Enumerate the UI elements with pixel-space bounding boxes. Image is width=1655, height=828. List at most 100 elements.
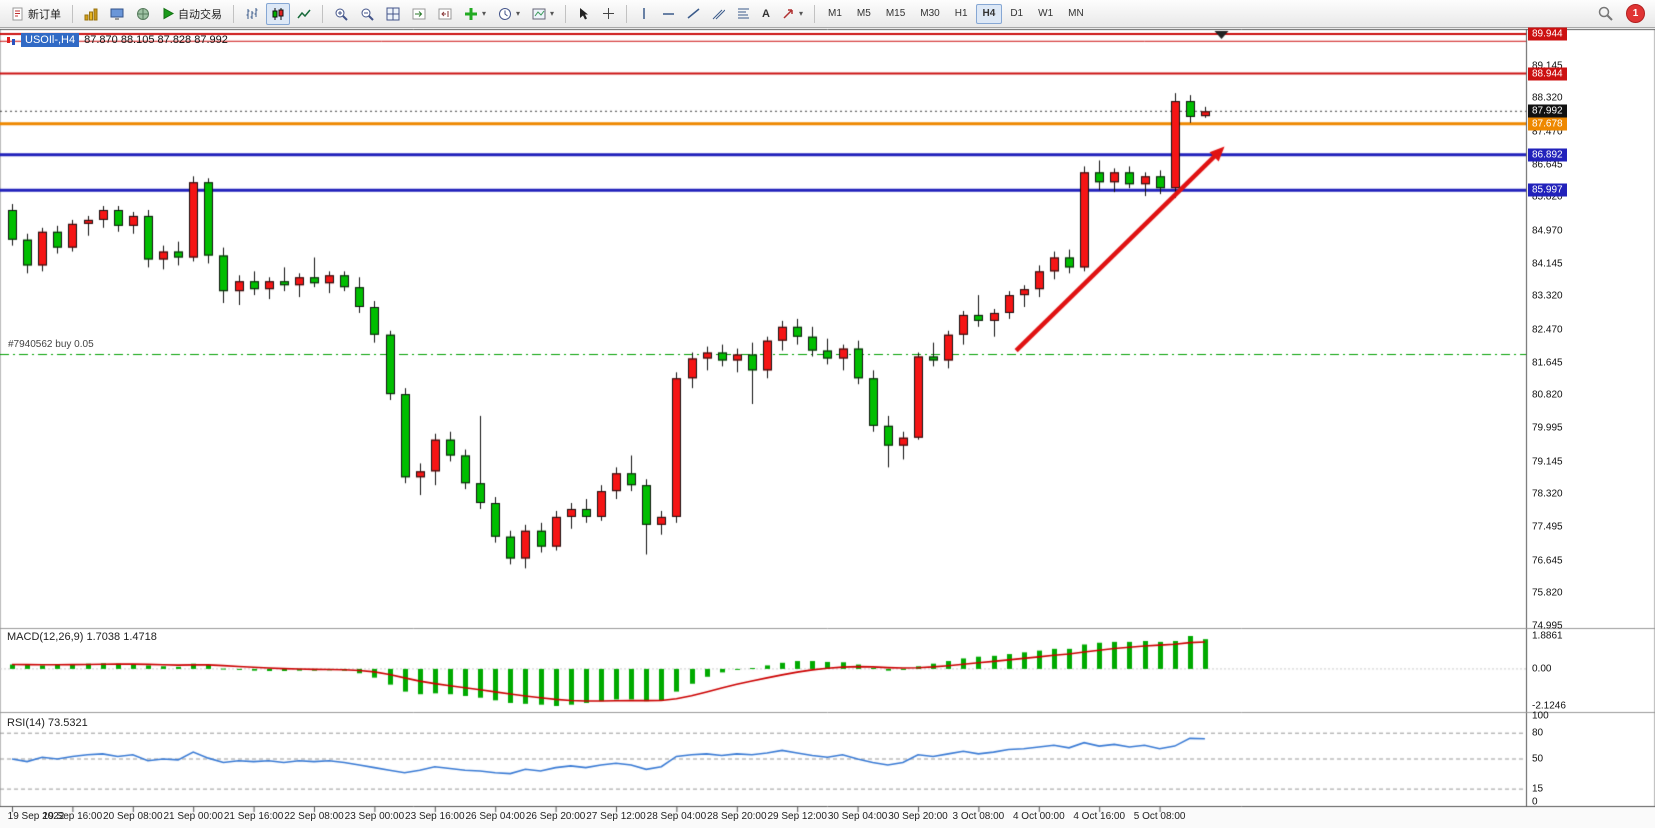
- line-chart-type-button[interactable]: [292, 3, 316, 25]
- timeframe-button-D1[interactable]: D1: [1003, 4, 1030, 24]
- price-axis-tag: 87.678: [1528, 117, 1567, 131]
- timeframe-button-MN[interactable]: MN: [1061, 4, 1091, 24]
- auto-scroll-button[interactable]: [407, 3, 431, 25]
- time-axis-label: 29 Sep 12:00: [767, 811, 827, 822]
- vertical-line-icon: [638, 7, 650, 20]
- templates-button[interactable]: ▾: [527, 3, 559, 25]
- search-button[interactable]: [1593, 3, 1618, 25]
- timeframe-button-W1[interactable]: W1: [1031, 4, 1060, 24]
- timeframe-group: M1 M5 M15 M30 H1 H4 D1 W1 MN: [821, 3, 1091, 24]
- indicator-plus-icon: [464, 7, 478, 21]
- dropdown-caret: ▾: [550, 9, 555, 18]
- fibonacci-button[interactable]: [732, 3, 755, 25]
- timeframe-button-M5[interactable]: M5: [850, 4, 878, 24]
- price-axis-label: 78.320: [1532, 488, 1563, 500]
- rsi-axis-label: 80: [1532, 727, 1544, 739]
- tile-windows-icon: [386, 7, 400, 21]
- separator: [322, 4, 323, 23]
- text-button[interactable]: A: [757, 3, 775, 25]
- trendline-icon: [687, 7, 700, 20]
- time-axis-label: 20 Sep 08:00: [103, 811, 163, 822]
- time-axis-label: 28 Sep 04:00: [646, 811, 707, 822]
- autotrade-label: 自动交易: [178, 8, 222, 21]
- macd-axis-label: -2.1246: [1532, 700, 1566, 712]
- bar-chart-type-button[interactable]: [240, 3, 264, 25]
- rsi-axis-label: 0: [1532, 796, 1538, 808]
- rsi-value: 73.5321: [47, 717, 88, 729]
- timeframe-button-H1[interactable]: H1: [948, 4, 975, 24]
- price-axis-label: 88.320: [1532, 92, 1563, 104]
- time-axis-label: 23 Sep 16:00: [405, 811, 465, 822]
- time-axis-label: 23 Sep 00:00: [344, 811, 405, 822]
- time-axis-label: 19 Sep 16:00: [42, 811, 103, 822]
- vertical-line-button[interactable]: [633, 3, 655, 25]
- time-axis-label: 3 Oct 08:00: [952, 811, 1005, 822]
- price-axis-label: 79.145: [1532, 456, 1563, 468]
- timeframe-button-M30[interactable]: M30: [913, 4, 946, 24]
- separator: [72, 4, 73, 23]
- indicators-button[interactable]: ▾: [459, 3, 491, 25]
- ohlc-values: 87.870 88.105 87.828 87.992: [84, 34, 228, 46]
- timeframe-button-H4[interactable]: H4: [975, 3, 1003, 24]
- cursor-button[interactable]: [572, 3, 595, 25]
- rsi-name: RSI(14): [7, 717, 45, 729]
- channel-button[interactable]: [707, 3, 730, 25]
- rsi-axis-label: 50: [1532, 753, 1544, 765]
- chart-canvas[interactable]: [0, 28, 1655, 828]
- data-window-button[interactable]: [131, 3, 155, 25]
- periods-button[interactable]: ▾: [493, 3, 525, 25]
- chart-header: USOIl-,H4 87.870 88.105 87.828 87.992: [6, 33, 228, 47]
- macd-main-value: 1.7038: [86, 631, 121, 643]
- sphere-icon: [136, 7, 150, 21]
- line-chart-icon: [297, 7, 311, 21]
- candlestick-type-button[interactable]: [266, 2, 290, 25]
- auto-scroll-icon: [412, 7, 426, 21]
- time-axis-label: 30 Sep 04:00: [827, 811, 888, 822]
- shapes-button[interactable]: ▾: [777, 3, 808, 25]
- price-axis-label: 77.495: [1532, 521, 1563, 533]
- notification-badge[interactable]: 1: [1626, 4, 1645, 23]
- separator: [814, 4, 816, 23]
- candlestick-icon: [271, 7, 285, 21]
- profiles-button[interactable]: [105, 3, 129, 25]
- fibonacci-icon: [737, 7, 750, 20]
- toolbar: 新订单 自动交易: [0, 0, 1655, 28]
- separator: [626, 4, 628, 23]
- time-axis-label: 26 Sep 20:00: [525, 811, 586, 822]
- autotrade-button[interactable]: 自动交易: [157, 3, 227, 25]
- chart-shift-icon: [438, 7, 452, 21]
- gold-bars-icon: [84, 7, 98, 21]
- new-order-button[interactable]: 新订单: [6, 3, 66, 25]
- timeframe-button-M15[interactable]: M15: [879, 4, 912, 24]
- macd-name: MACD(12,26,9): [7, 631, 84, 643]
- position-order-label[interactable]: #7940562 buy 0.05: [8, 338, 94, 350]
- price-axis-tag: 85.997: [1528, 183, 1567, 197]
- zoom-out-button[interactable]: [355, 3, 379, 25]
- time-axis-label: 4 Oct 00:00: [1012, 811, 1065, 822]
- chart-shift-button[interactable]: [433, 3, 457, 25]
- clock-icon: [498, 7, 512, 21]
- market-watch-button[interactable]: [79, 3, 103, 25]
- time-axis-label: 30 Sep 20:00: [888, 811, 948, 822]
- tile-windows-button[interactable]: [381, 3, 405, 25]
- chart-region: USOIl-,H4 87.870 88.105 87.828 87.992 MA…: [0, 27, 1655, 828]
- price-axis-label: 84.970: [1532, 225, 1563, 237]
- time-axis-label: 28 Sep 20:00: [707, 811, 767, 822]
- new-order-label: 新订单: [28, 8, 61, 21]
- cursor-icon: [577, 7, 590, 20]
- chart-window-icon: [6, 35, 16, 46]
- zoom-out-icon: [360, 7, 374, 21]
- arrow-shape-icon: [782, 7, 795, 20]
- price-axis-label: 84.145: [1532, 258, 1563, 270]
- timeframe-button-M1[interactable]: M1: [821, 4, 849, 24]
- crosshair-button[interactable]: [597, 3, 620, 25]
- monitor-icon: [110, 7, 124, 21]
- time-axis-label: 19 Sep 2022: [7, 811, 65, 822]
- horizontal-line-button[interactable]: [657, 3, 680, 25]
- bar-chart-icon: [245, 7, 259, 21]
- trendline-button[interactable]: [682, 3, 705, 25]
- time-axis-label: 4 Oct 16:00: [1073, 811, 1126, 822]
- time-axis-label: 26 Sep 04:00: [465, 811, 525, 822]
- zoom-in-button[interactable]: [329, 3, 353, 25]
- dropdown-caret: ▾: [799, 9, 804, 18]
